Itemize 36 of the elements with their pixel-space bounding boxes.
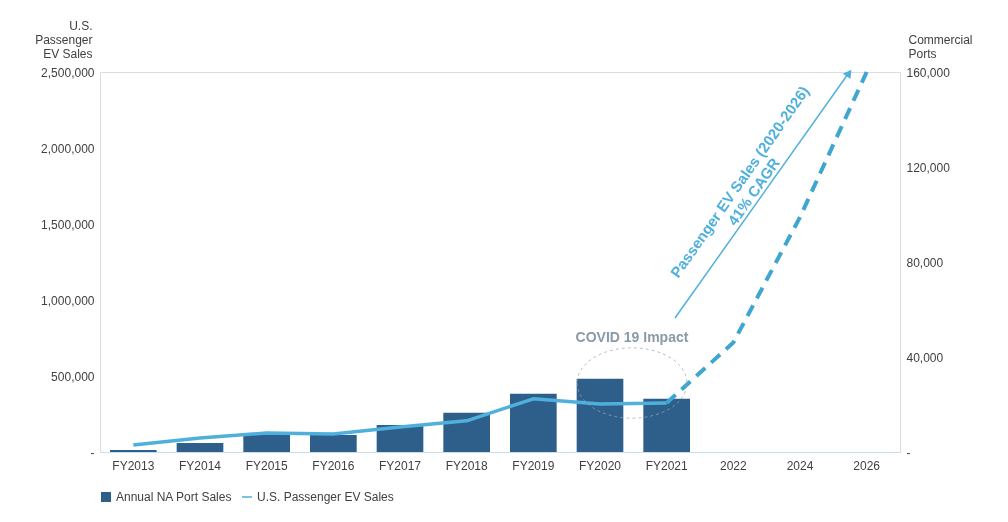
x-tick-label: 2026 xyxy=(853,458,881,473)
bar xyxy=(310,434,357,452)
y-axis-title: U.S. Passenger EV Sales xyxy=(35,18,93,61)
y-tick-label: 1,500,000 xyxy=(41,217,95,232)
x-tick-label: FY2019 xyxy=(512,458,555,473)
bar xyxy=(243,433,290,452)
legend-label: Annual NA Port Sales xyxy=(116,490,232,504)
bar xyxy=(510,393,557,452)
line-series xyxy=(131,397,669,447)
x-tick-label: FY2021 xyxy=(645,458,689,473)
y2-tick-label: - xyxy=(906,445,911,460)
bar xyxy=(176,442,224,452)
annotation: COVID 19 Impact xyxy=(575,329,689,345)
y-tick-label: - xyxy=(90,445,95,460)
x-tick-label: FY2017 xyxy=(378,458,422,473)
bar xyxy=(643,398,690,452)
y-tick-label: 2,000,000 xyxy=(41,141,95,156)
y2-tick-label: 120,000 xyxy=(906,160,951,175)
y2-axis-title: Commercial Ports xyxy=(908,32,973,61)
bar xyxy=(576,378,624,452)
x-tick-label: 2024 xyxy=(786,458,814,473)
y-tick-label: 500,000 xyxy=(51,369,95,384)
legend-label: U.S. Passenger EV Sales xyxy=(257,490,394,504)
y2-tick-label: 40,000 xyxy=(906,350,944,365)
y-tick-label: 2,500,000 xyxy=(41,65,95,80)
x-tick-label: FY2016 xyxy=(312,458,355,473)
x-tick-label: FY2013 xyxy=(112,458,155,473)
bar xyxy=(443,412,490,452)
x-tick-label: 2022 xyxy=(719,458,747,473)
x-tick-label: FY2020 xyxy=(578,458,622,473)
y2-tick-label: 160,000 xyxy=(906,65,951,80)
x-tick-label: FY2018 xyxy=(445,458,489,473)
x-tick-label: FY2015 xyxy=(245,458,289,473)
x-tick-label: FY2014 xyxy=(178,458,222,473)
y-tick-label: 1,000,000 xyxy=(41,293,95,308)
y2-tick-label: 80,000 xyxy=(906,255,944,270)
